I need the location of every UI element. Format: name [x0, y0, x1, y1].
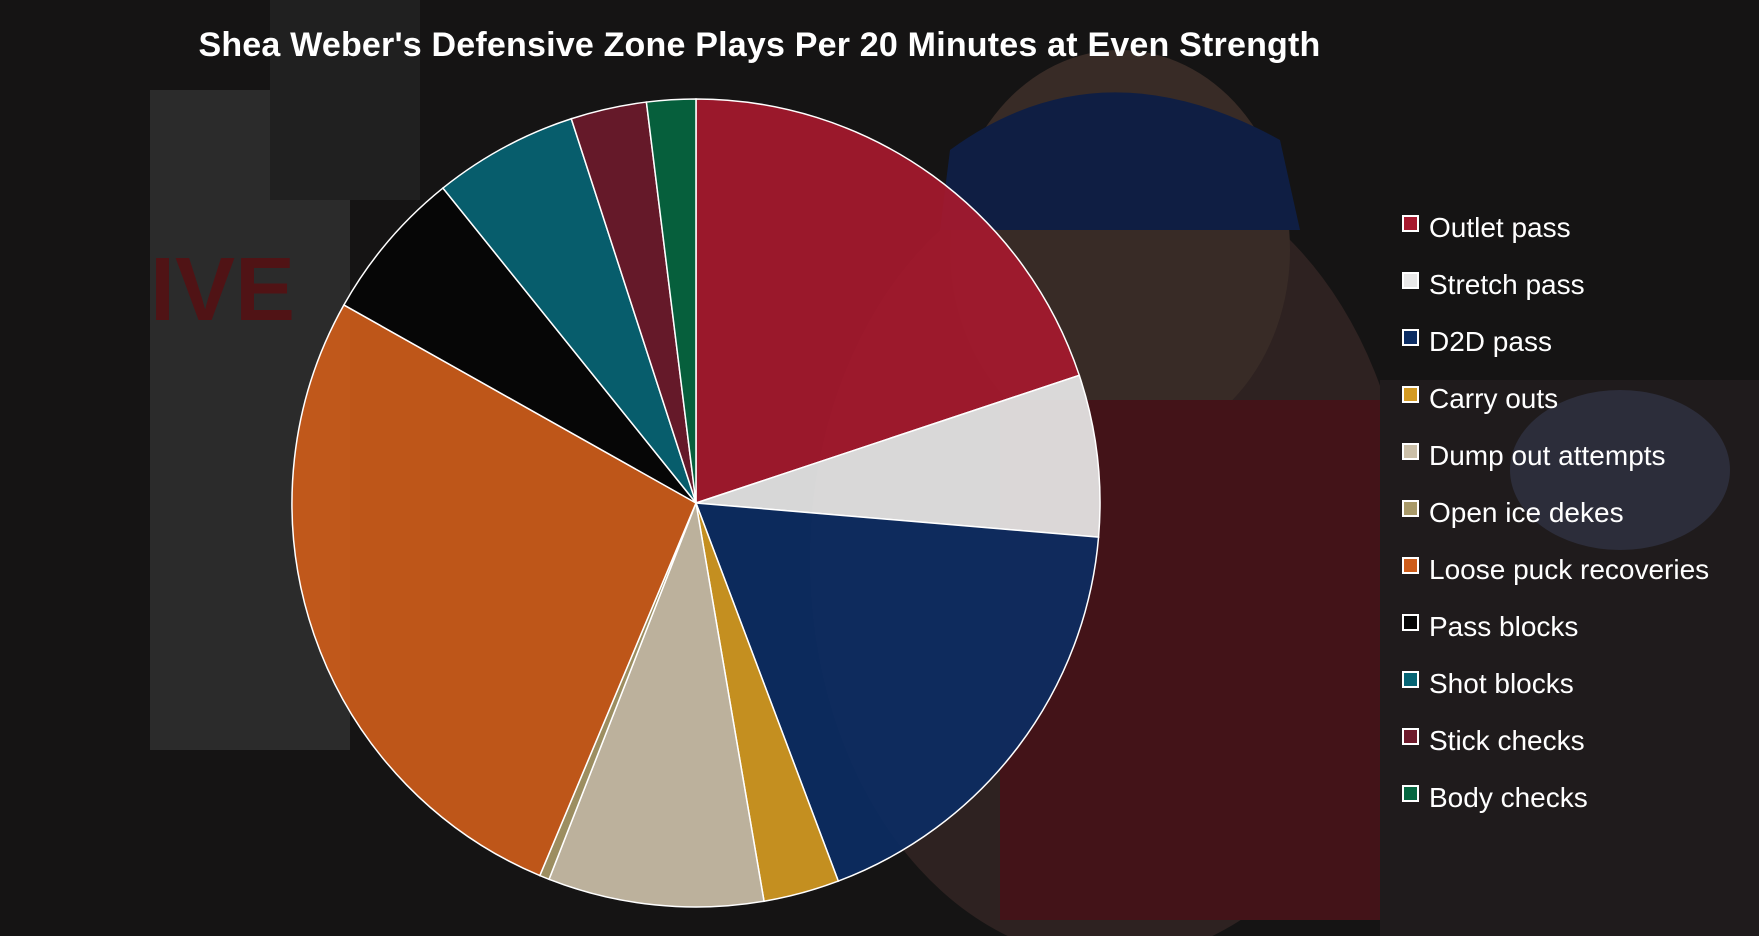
- legend-item: Outlet pass: [1402, 199, 1709, 256]
- legend-swatch: [1402, 614, 1419, 631]
- legend-label: Stretch pass: [1429, 268, 1585, 300]
- pie-slice-shot-blocks: [441, 117, 697, 504]
- pie-slice-loose-puck-recoveries: [291, 303, 697, 877]
- legend-label: Carry outs: [1429, 382, 1559, 414]
- legend-item: Pass blocks: [1402, 598, 1709, 655]
- pie-slice-d2d-pass: [694, 502, 1100, 883]
- legend-swatch: [1402, 785, 1419, 802]
- legend-item: Dump out attempts: [1402, 427, 1709, 484]
- legend-item: Open ice dekes: [1402, 484, 1709, 541]
- legend-swatch: [1402, 386, 1419, 403]
- legend-item: Body checks: [1402, 769, 1709, 826]
- pie-slice-body-checks: [645, 98, 697, 504]
- pie-slices: [291, 98, 1101, 908]
- legend-item: Loose puck recoveries: [1402, 541, 1709, 598]
- pie-slice-stretch-pass: [695, 374, 1101, 538]
- legend: Outlet pass Stretch pass D2D pass Carry out…: [1402, 199, 1709, 826]
- legend-swatch: [1402, 443, 1419, 460]
- legend-item: Carry outs: [1402, 370, 1709, 427]
- legend-item: Stretch pass: [1402, 256, 1709, 313]
- legend-swatch: [1402, 272, 1419, 289]
- legend-item: Stick checks: [1402, 712, 1709, 769]
- svg-text:IVE: IVE: [150, 240, 295, 340]
- legend-item: Shot blocks: [1402, 655, 1709, 712]
- legend-swatch: [1402, 215, 1419, 232]
- legend-swatch: [1402, 671, 1419, 688]
- legend-label: Stick checks: [1429, 724, 1585, 756]
- pie-slice-outlet-pass: [695, 98, 1081, 505]
- legend-swatch: [1402, 329, 1419, 346]
- legend-label: D2D pass: [1429, 325, 1552, 357]
- legend-swatch: [1402, 728, 1419, 745]
- legend-label: Dump out attempts: [1429, 439, 1666, 471]
- legend-label: Outlet pass: [1429, 211, 1571, 243]
- legend-label: Loose puck recoveries: [1429, 553, 1710, 585]
- legend-swatch: [1402, 557, 1419, 574]
- pie-slice-dump-out-attempts: [548, 500, 765, 908]
- legend-item: D2D pass: [1402, 313, 1709, 370]
- legend-label: Shot blocks: [1429, 667, 1574, 699]
- legend-label: Pass blocks: [1429, 610, 1579, 642]
- chart-title: Shea Weber's Defensive Zone Plays Per 20…: [198, 26, 1321, 64]
- legend-label: Open ice dekes: [1429, 496, 1624, 528]
- pie-slice-pass-blocks: [342, 187, 697, 504]
- legend-swatch: [1402, 500, 1419, 517]
- legend-label: Body checks: [1429, 781, 1588, 813]
